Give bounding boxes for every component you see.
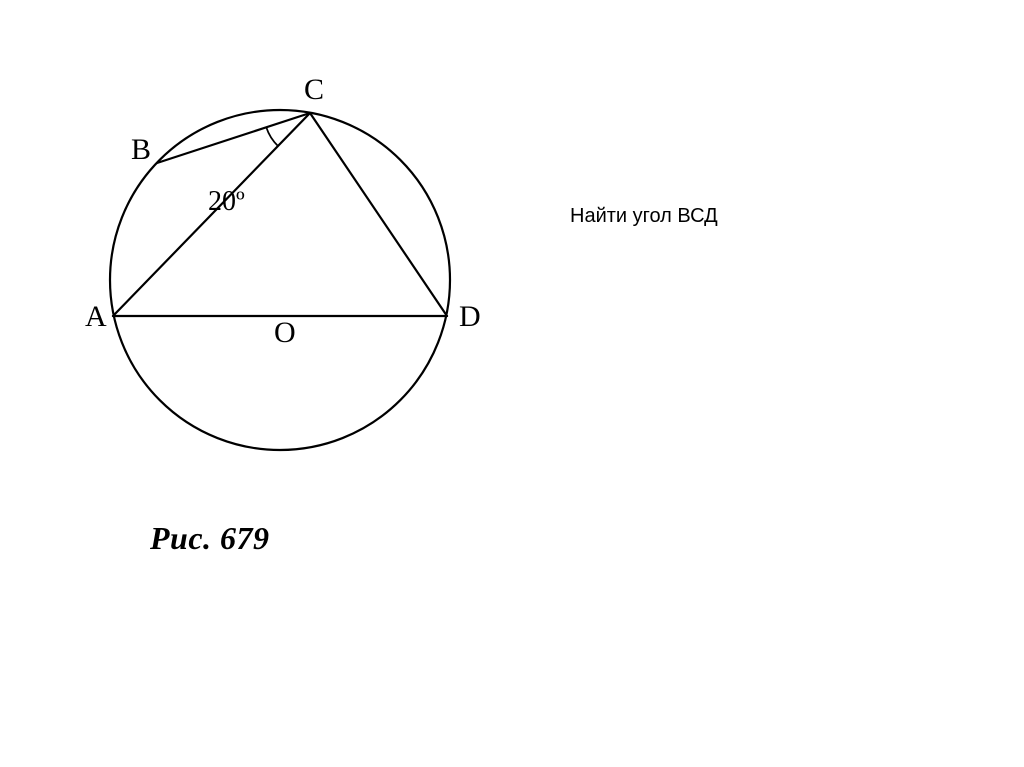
svg-text:D: D: [459, 300, 481, 333]
svg-text:C: C: [304, 73, 324, 106]
geometry-diagram: 20º A B C D O: [60, 60, 500, 500]
page: 20º A B C D O Рис. 679 Найти угол ВСД: [0, 0, 1024, 767]
problem-text: Найти угол ВСД: [570, 205, 718, 228]
svg-text:O: O: [274, 316, 296, 349]
figure-caption: Рис. 679: [150, 520, 270, 557]
diagram-svg: 20º A B C D O: [60, 60, 500, 500]
svg-text:A: A: [85, 300, 107, 333]
svg-text:20º: 20º: [208, 186, 245, 217]
svg-text:B: B: [131, 133, 151, 166]
